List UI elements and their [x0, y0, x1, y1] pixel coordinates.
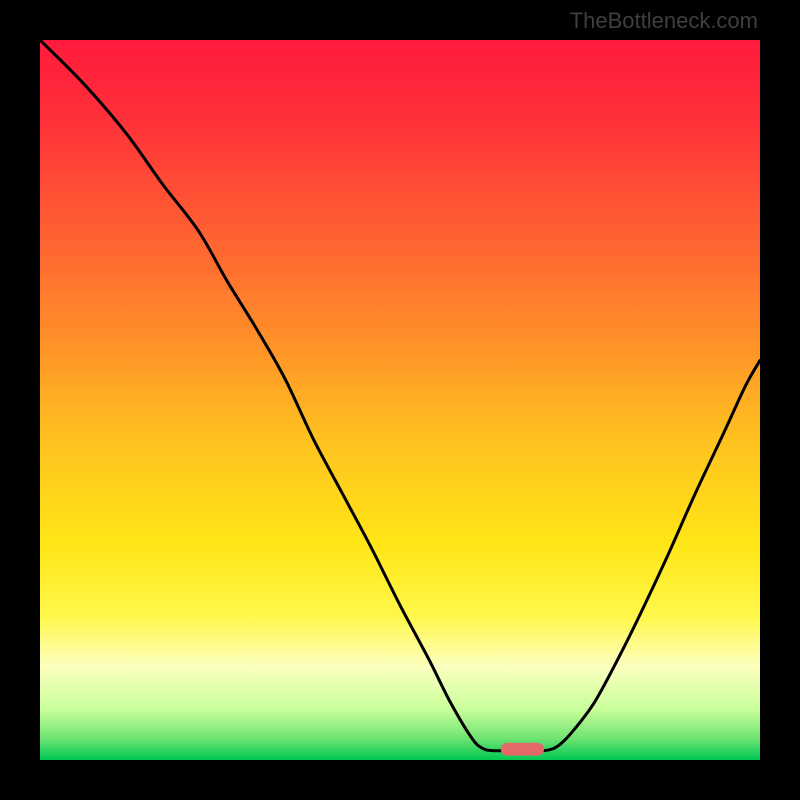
- gradient-background: [40, 40, 760, 760]
- bottleneck-curve-chart: [40, 40, 760, 760]
- watermark-label: TheBottleneck.com: [570, 8, 758, 34]
- chart-frame: TheBottleneck.com: [0, 0, 800, 800]
- optimal-point-marker: [501, 743, 544, 756]
- plot-area: [40, 40, 760, 760]
